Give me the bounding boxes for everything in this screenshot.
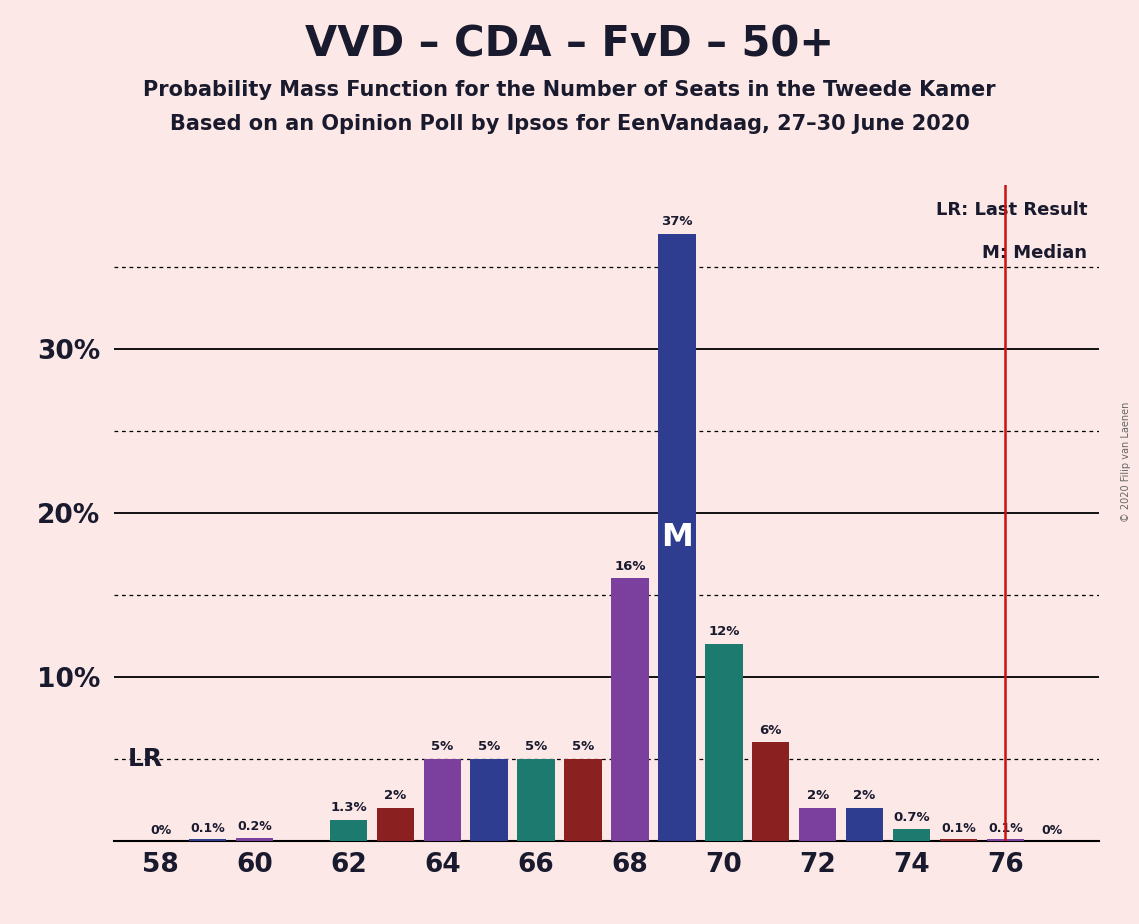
Text: 2%: 2% [806,789,829,802]
Bar [752,743,789,841]
Text: 0%: 0% [150,823,172,837]
Text: 2%: 2% [384,789,407,802]
Bar [424,759,461,841]
Text: 5%: 5% [432,740,453,753]
Text: 5%: 5% [572,740,595,753]
Bar [236,837,273,841]
Bar [189,839,227,841]
Text: 0%: 0% [1041,823,1063,837]
Bar [517,759,555,841]
Text: 12%: 12% [708,626,739,638]
Text: LR: LR [128,747,163,771]
Text: Probability Mass Function for the Number of Seats in the Tweede Kamer: Probability Mass Function for the Number… [144,80,995,101]
Bar [470,759,508,841]
Bar [798,808,836,841]
Text: 6%: 6% [760,723,781,736]
Bar [612,578,649,841]
Text: 5%: 5% [478,740,500,753]
Text: 0.1%: 0.1% [941,822,976,835]
Text: 0.1%: 0.1% [190,822,226,835]
Bar [940,839,977,841]
Bar [658,234,696,841]
Text: 0.7%: 0.7% [893,810,929,823]
Bar [329,820,367,841]
Text: Based on an Opinion Poll by Ipsos for EenVandaag, 27–30 June 2020: Based on an Opinion Poll by Ipsos for Ee… [170,114,969,134]
Bar [705,644,743,841]
Text: VVD – CDA – FvD – 50+: VVD – CDA – FvD – 50+ [305,23,834,65]
Text: 37%: 37% [661,215,693,228]
Text: M: Median: M: Median [982,244,1088,261]
Text: 2%: 2% [853,789,876,802]
Bar [986,839,1024,841]
Text: © 2020 Filip van Laenen: © 2020 Filip van Laenen [1121,402,1131,522]
Text: 0.2%: 0.2% [237,821,272,833]
Text: M: M [661,522,693,553]
Text: 16%: 16% [614,560,646,573]
Text: 5%: 5% [525,740,547,753]
Text: 0.1%: 0.1% [988,822,1023,835]
Bar [564,759,601,841]
Text: LR: Last Result: LR: Last Result [936,201,1088,219]
Text: 1.3%: 1.3% [330,801,367,814]
Bar [893,830,931,841]
Bar [377,808,415,841]
Bar [846,808,884,841]
